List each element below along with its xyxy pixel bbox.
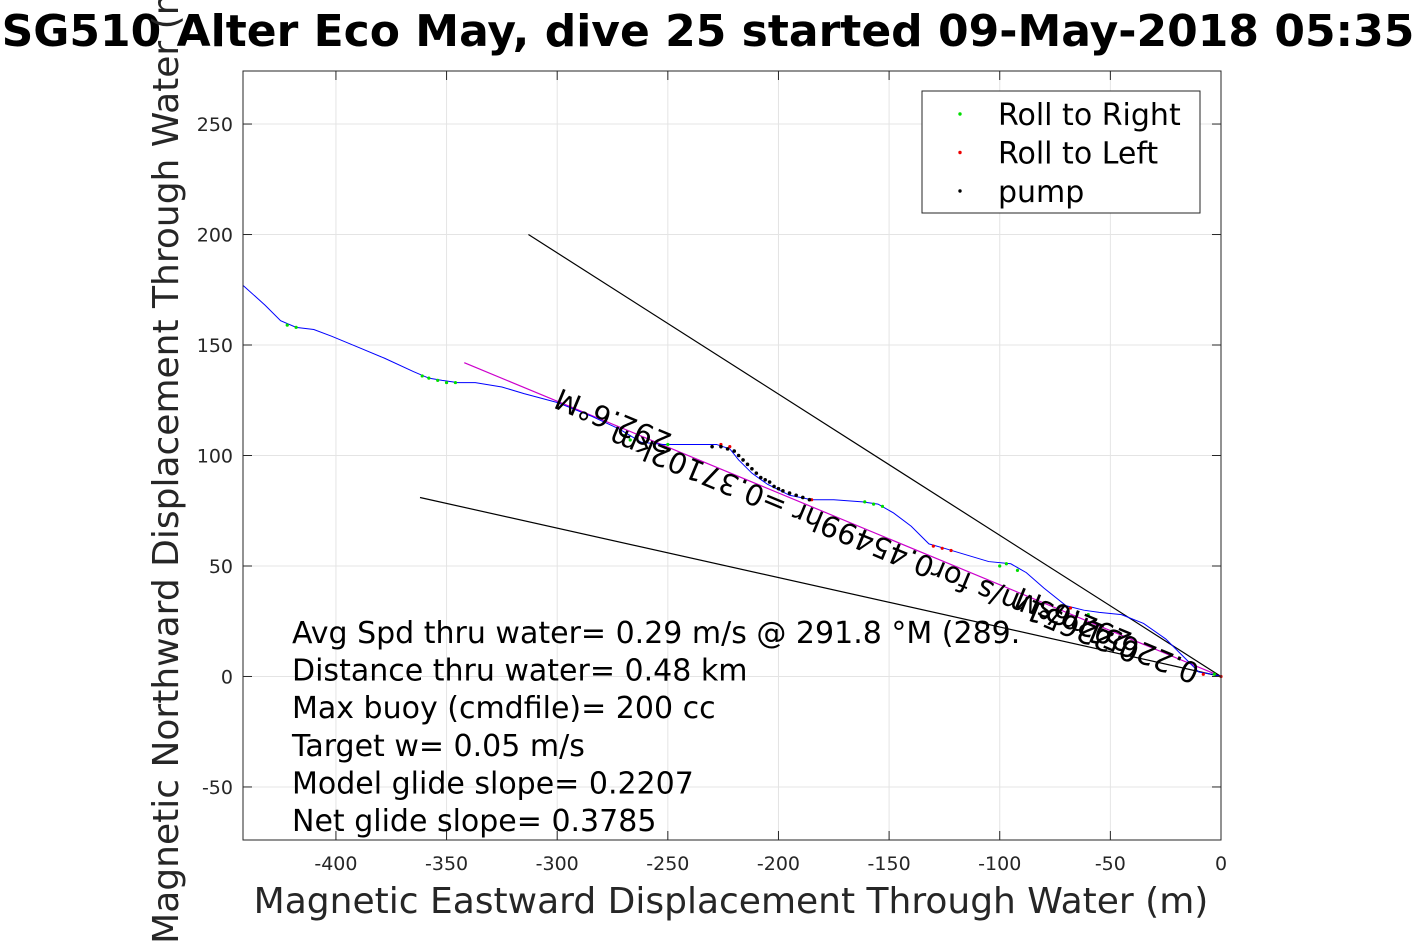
roll-right-point xyxy=(453,380,458,385)
pump-point xyxy=(758,475,763,480)
legend-marker xyxy=(958,189,962,193)
roll-right-point xyxy=(621,434,626,438)
annotation-line: Max buoy (cmdfile)= 200 cc xyxy=(292,691,716,726)
pump-point xyxy=(787,491,792,495)
roll-right-point xyxy=(1004,562,1008,566)
pump-point xyxy=(781,489,785,493)
x-tick-label: 0 xyxy=(1215,853,1227,875)
pump-point xyxy=(719,444,723,449)
pump-point xyxy=(767,480,772,484)
roll-right-point xyxy=(427,376,431,380)
roll-left-point xyxy=(931,544,935,548)
x-tick-label: -350 xyxy=(425,853,468,875)
roll-right-point xyxy=(628,438,632,442)
pump-point xyxy=(772,484,776,489)
x-tick-label: -250 xyxy=(646,853,689,875)
roll-right-point xyxy=(420,374,424,378)
annotation-line: Net glide slope= 0.3785 xyxy=(292,804,656,839)
annotation-line: Model glide slope= 0.2207 xyxy=(292,766,694,801)
roll-right-point xyxy=(666,442,670,447)
y-tick-label: 150 xyxy=(197,335,233,357)
legend-label: Roll to Left xyxy=(998,137,1158,172)
pump-point xyxy=(725,447,730,451)
pump-point xyxy=(736,453,741,458)
pump-point xyxy=(801,495,805,500)
legend-box xyxy=(921,90,1201,214)
roll-left-point xyxy=(940,546,944,550)
roll-left-point xyxy=(1068,606,1073,610)
y-tick-label: 0 xyxy=(221,666,233,688)
roll-right-point xyxy=(444,380,449,385)
annotation-line: Avg Spd thru water= 0.29 m/s @ 291.8 °M … xyxy=(292,616,1020,651)
pump-point xyxy=(807,497,812,502)
legend-marker xyxy=(958,112,962,116)
ticks: -400 -350 -300 -250 -200 -150 -100 -50 0 -50 0 50 10… xyxy=(197,71,1227,875)
roll-right-point xyxy=(998,564,1002,568)
roll-right-point xyxy=(436,378,440,382)
roll-right-point xyxy=(863,500,867,504)
x-tick-label: -100 xyxy=(978,853,1021,875)
x-axis-label: Magnetic Eastward Displacement Through W… xyxy=(254,881,1209,922)
x-tick-label: -200 xyxy=(757,853,800,875)
chart-title: SG510 Alter Eco May, dive 25 started 09-… xyxy=(2,6,1415,57)
x-tick-label: -150 xyxy=(868,853,911,875)
roll-right-point xyxy=(880,504,885,508)
roll-left-point xyxy=(949,548,953,553)
y-tick-label: 200 xyxy=(197,225,233,247)
pump-point xyxy=(745,462,750,467)
reference-lines xyxy=(419,234,1222,678)
y-tick-label: 50 xyxy=(209,556,233,578)
markers xyxy=(285,323,1223,679)
pump-point xyxy=(741,458,745,462)
annotation-line: Target w= 0.05 m/s xyxy=(291,729,585,764)
pump-point xyxy=(754,471,759,475)
pump-point xyxy=(750,466,754,471)
y-axis-label: Magnetic Northward Displacement Through … xyxy=(146,0,187,944)
x-tick-label: -50 xyxy=(1095,853,1126,875)
roll-right-point xyxy=(294,325,298,329)
annotation-block: Avg Spd thru water= 0.29 m/s @ 291.8 °M … xyxy=(291,616,1020,839)
pump-point xyxy=(776,486,781,491)
legend-marker xyxy=(958,150,962,155)
pump-point xyxy=(710,444,714,449)
roll-right-point xyxy=(1015,568,1020,573)
y-tick-label: 100 xyxy=(197,446,233,468)
roll-right-point xyxy=(1212,672,1216,676)
pump-point xyxy=(794,493,798,498)
pump-point xyxy=(763,478,767,482)
roll-left-point xyxy=(1201,672,1205,676)
annotation-line: Distance thru water= 0.48 km xyxy=(292,654,747,689)
legend-label: Roll to Right xyxy=(998,98,1181,133)
mean-course xyxy=(464,362,1222,678)
x-tick-label: -400 xyxy=(314,853,357,875)
pump-point xyxy=(732,449,737,453)
current-line-upper xyxy=(528,234,1222,677)
y-tick-label: 250 xyxy=(197,114,233,136)
x-tick-label: -300 xyxy=(536,853,579,875)
current-line-lower xyxy=(419,496,1222,678)
roll-right-point xyxy=(872,502,876,506)
legend-label: pump xyxy=(998,175,1084,210)
y-tick-label: -50 xyxy=(202,777,233,799)
roll-right-point xyxy=(1086,613,1090,617)
roll-left-point xyxy=(728,445,732,449)
roll-right-point xyxy=(285,323,289,327)
